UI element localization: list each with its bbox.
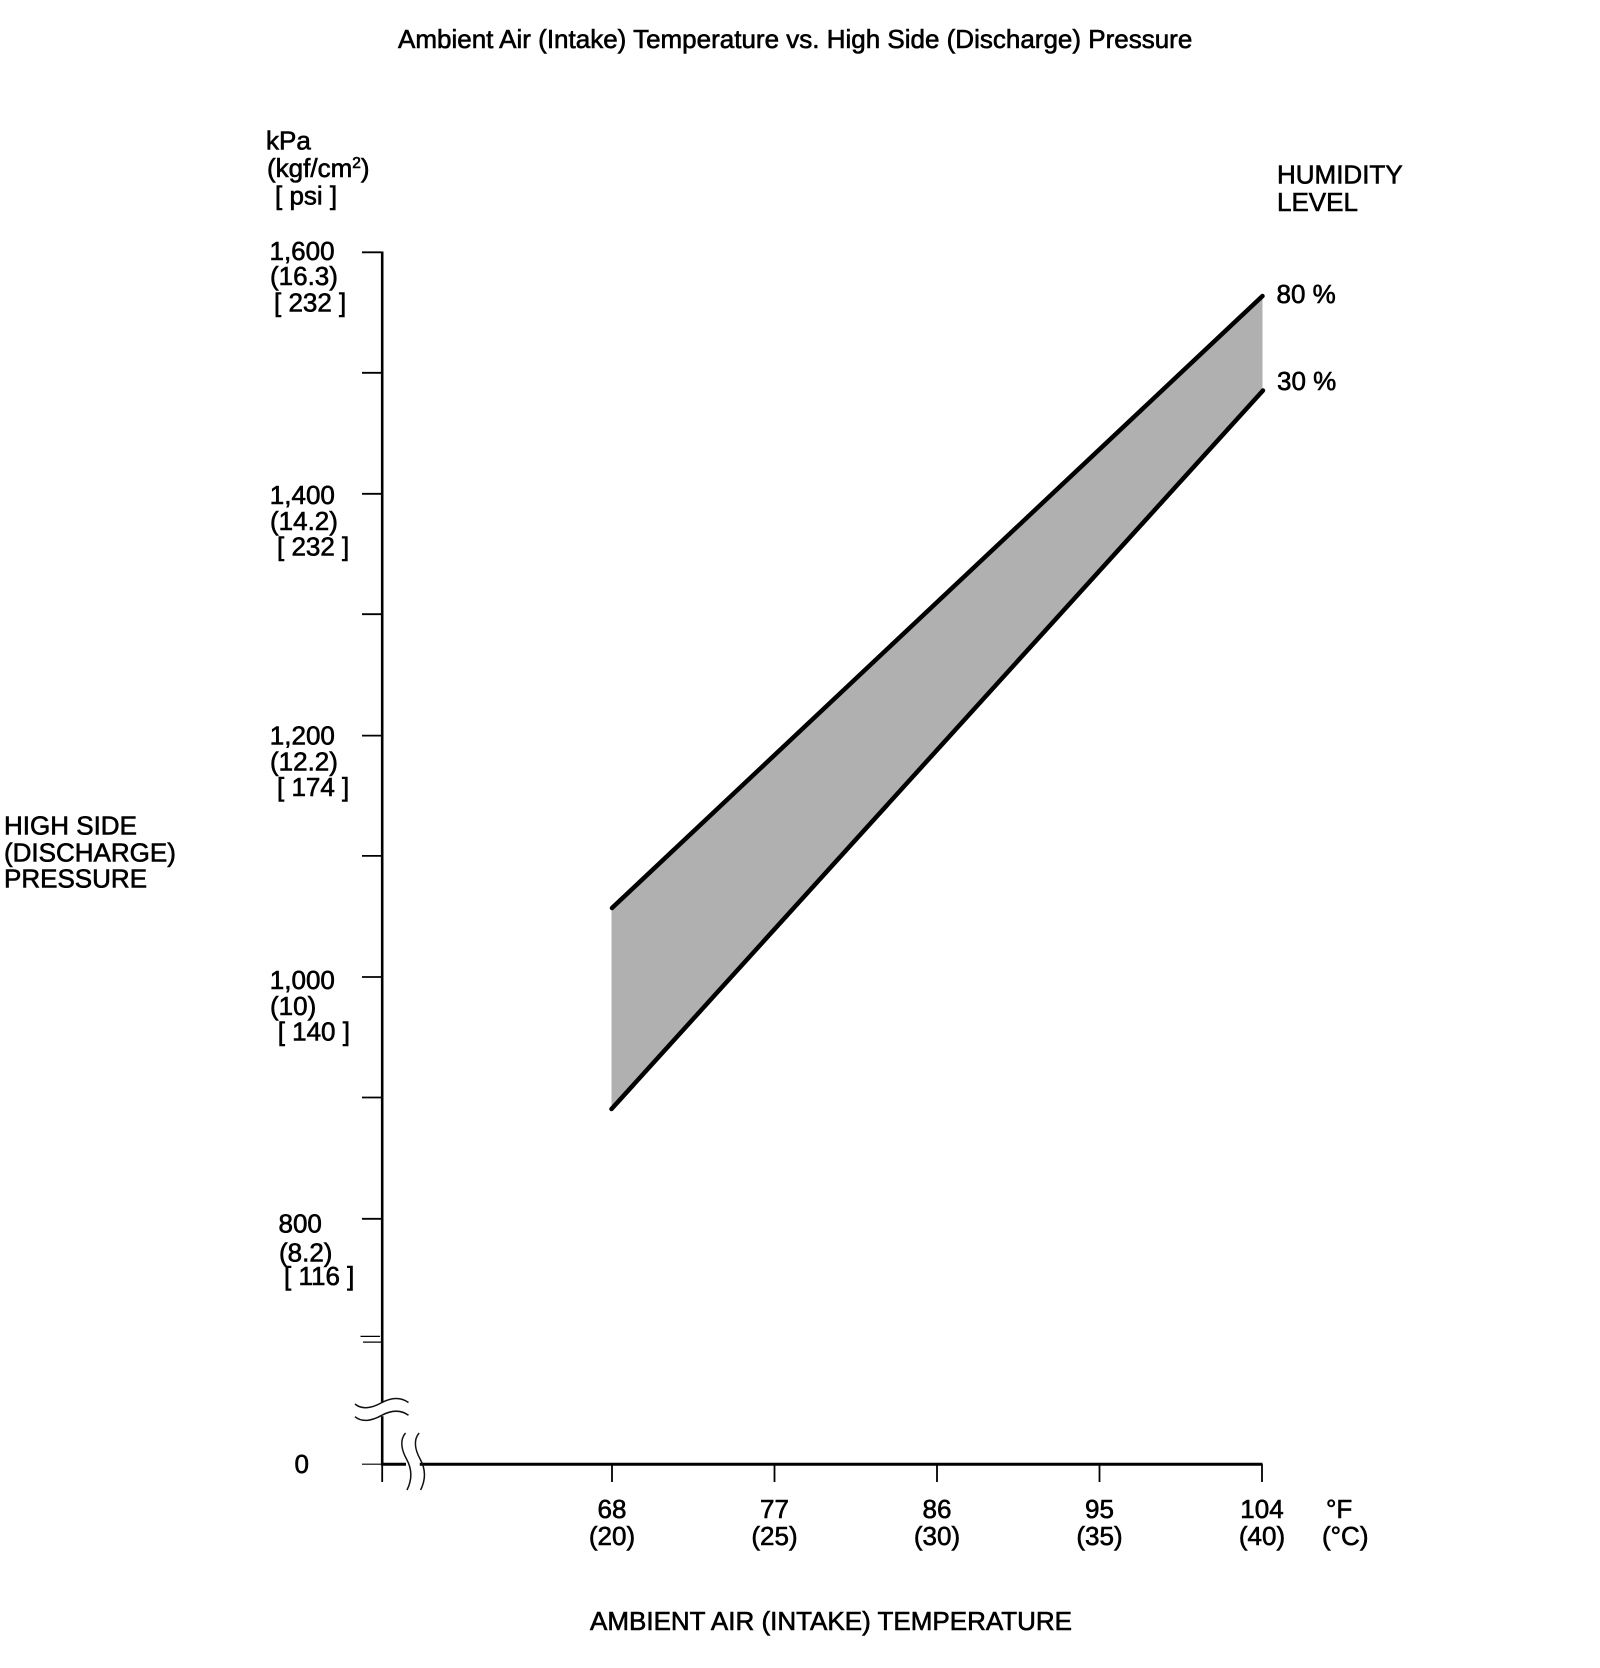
svg-text:68: 68: [598, 1494, 627, 1524]
svg-text:[ 140 ]: [ 140 ]: [278, 1016, 350, 1046]
svg-text:(40): (40): [1239, 1521, 1285, 1551]
svg-text:800: 800: [279, 1209, 322, 1239]
svg-text:(°C): (°C): [1322, 1521, 1369, 1551]
svg-text:1,600: 1,600: [270, 236, 335, 266]
svg-text:(12.2): (12.2): [270, 746, 338, 776]
svg-text:HIGH SIDE: HIGH SIDE: [4, 811, 137, 841]
svg-text:1,400: 1,400: [270, 480, 335, 510]
svg-text:30 %: 30 %: [1277, 366, 1336, 396]
svg-text:HUMIDITY: HUMIDITY: [1277, 160, 1403, 190]
svg-text:1,000: 1,000: [270, 965, 335, 995]
svg-text:Ambient Air (Intake) Temperatu: Ambient Air (Intake) Temperature vs. Hig…: [398, 24, 1192, 54]
svg-text:[ psi ]: [ psi ]: [275, 181, 337, 211]
svg-text:1,200: 1,200: [270, 721, 335, 751]
svg-text:(10): (10): [270, 991, 316, 1021]
svg-text:[ 232 ]: [ 232 ]: [274, 287, 346, 317]
svg-text:(30): (30): [914, 1521, 960, 1551]
svg-text:(8.2): (8.2): [279, 1238, 332, 1268]
svg-text:80 %: 80 %: [1277, 279, 1336, 309]
svg-text:kPa: kPa: [266, 126, 311, 156]
svg-text:(kgf/cm2): (kgf/cm2): [267, 153, 370, 183]
svg-text:LEVEL: LEVEL: [1277, 187, 1358, 217]
svg-text:(14.2): (14.2): [270, 506, 338, 536]
svg-text:[ 232 ]: [ 232 ]: [277, 531, 349, 561]
svg-text:104: 104: [1240, 1494, 1283, 1524]
svg-text:(25): (25): [751, 1521, 797, 1551]
svg-text:86: 86: [923, 1494, 952, 1524]
svg-text:PRESSURE: PRESSURE: [4, 863, 147, 893]
svg-text:[ 174 ]: [ 174 ]: [277, 772, 349, 802]
svg-text:95: 95: [1085, 1494, 1114, 1524]
svg-text:AMBIENT AIR (INTAKE) TEMPERATU: AMBIENT AIR (INTAKE) TEMPERATURE: [590, 1606, 1072, 1636]
svg-text:°F: °F: [1326, 1494, 1352, 1524]
svg-text:(DISCHARGE): (DISCHARGE): [4, 837, 176, 867]
svg-text:77: 77: [760, 1494, 789, 1524]
svg-text:[ 116 ]: [ 116 ]: [284, 1261, 354, 1291]
svg-text:(16.3): (16.3): [270, 261, 338, 291]
svg-text:(35): (35): [1076, 1521, 1122, 1551]
svg-text:0: 0: [295, 1449, 309, 1479]
svg-text:(20): (20): [589, 1521, 635, 1551]
